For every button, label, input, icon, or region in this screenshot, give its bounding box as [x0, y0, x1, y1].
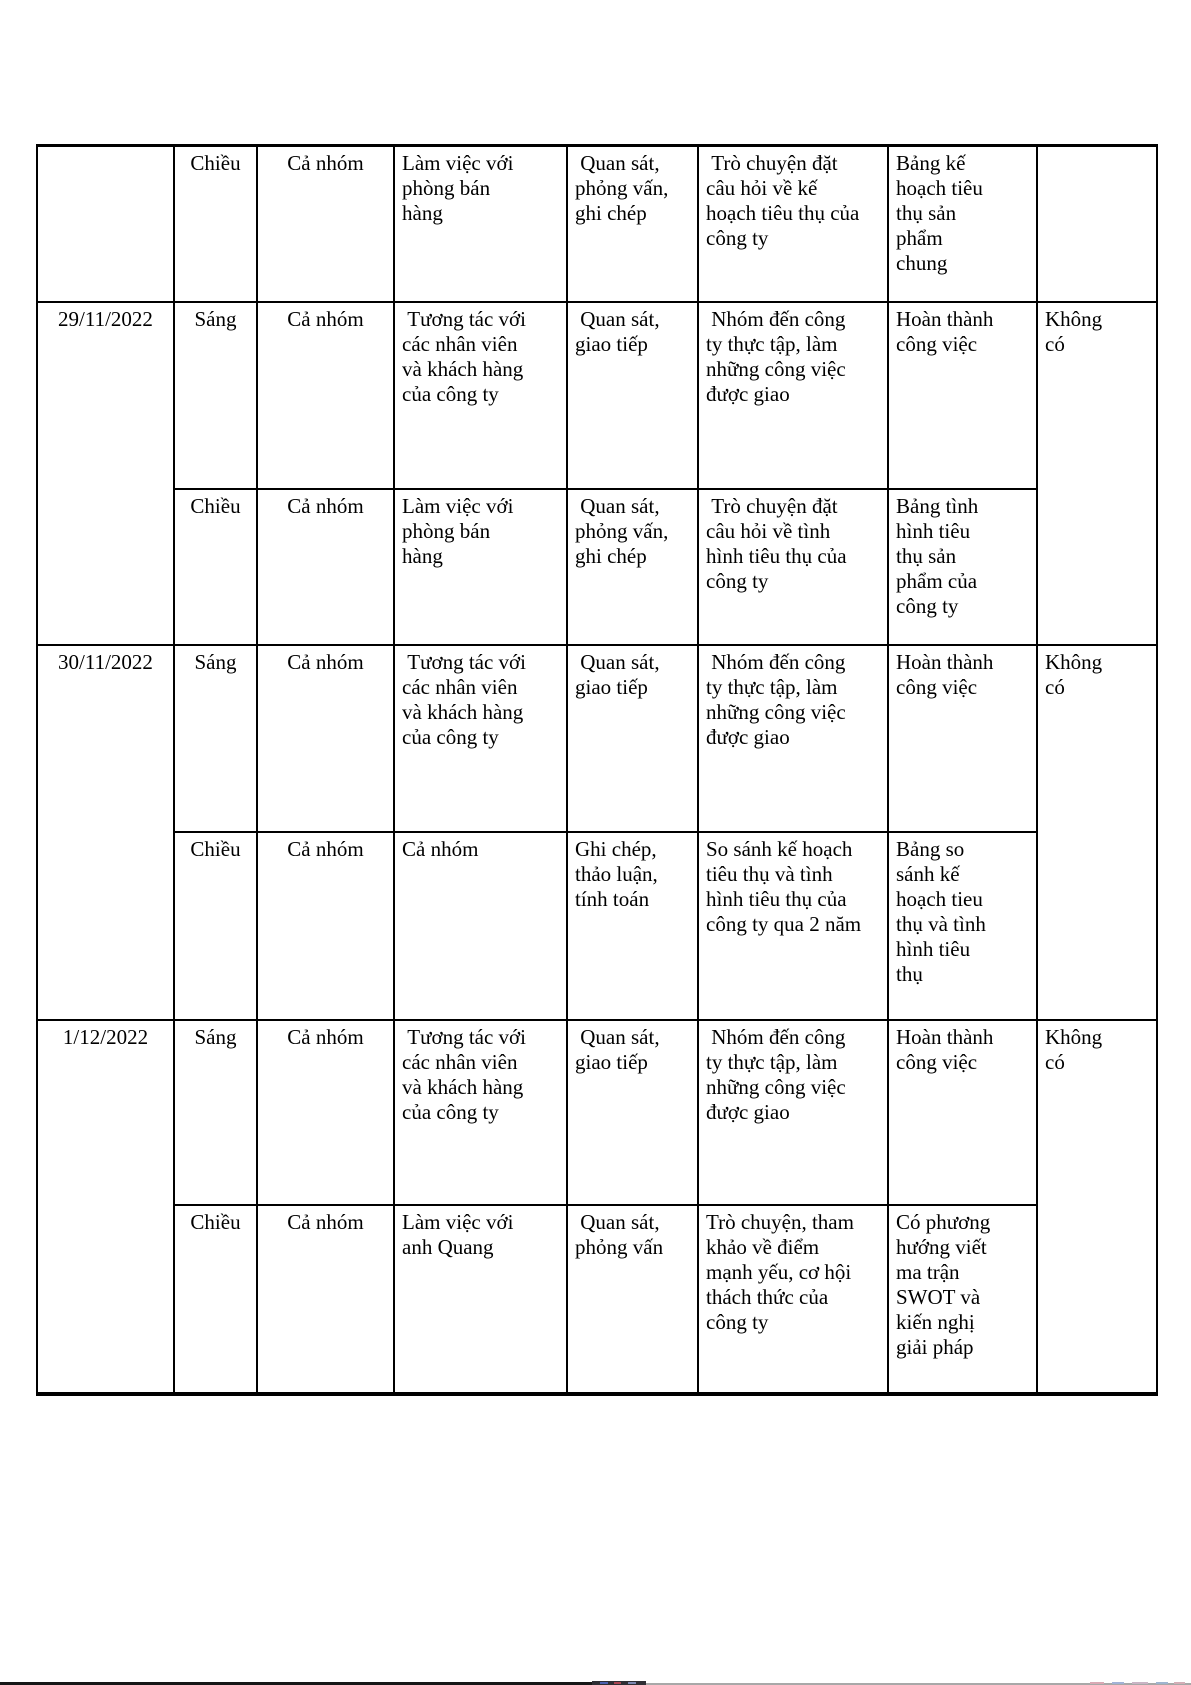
results-cell: Có phương hướng viết ma trận SWOT và kiế… [887, 1203, 1038, 1395]
table-row: Chiều Cả nhóm Cả nhóm Ghi chép, thảo luậ… [37, 830, 1157, 1021]
artifact-speck [628, 1682, 636, 1684]
methods-cell: Quan sát, giao tiếp [566, 1018, 699, 1206]
session-cell: Sáng [173, 1018, 258, 1206]
table-row: Chiều Cả nhóm Làm việc với anh Quang Qua… [37, 1203, 1157, 1395]
results-cell: Hoàn thành công việc [887, 643, 1038, 833]
results-cell: Bảng kế hoạch tiêu thụ sản phẩm chung [887, 144, 1038, 303]
group-cell: Cả nhóm [256, 300, 395, 490]
date-cell: 1/12/2022 [36, 1018, 175, 1395]
session-cell: Chiều [173, 830, 258, 1021]
methods-cell: Quan sát, phỏng vấn [566, 1203, 699, 1395]
date-cell: 30/11/2022 [36, 643, 175, 1021]
group-cell: Cả nhóm [256, 830, 395, 1021]
activity-cell: Tương tác với các nhân viên và khách hàn… [393, 300, 568, 490]
methods-cell: Quan sát, giao tiếp [566, 643, 699, 833]
results-cell: Hoàn thành công việc [887, 300, 1038, 490]
notes-cell: Không có [1036, 643, 1158, 1021]
notes-cell: Không có [1036, 1018, 1158, 1395]
artifact-dash [1174, 1682, 1185, 1684]
content-cell: Trò chuyện, tham khảo về điểm mạnh yếu, … [697, 1203, 889, 1395]
content-cell: Nhóm đến công ty thực tập, làm những côn… [697, 643, 889, 833]
artifact-speck [600, 1682, 608, 1684]
table-row: 29/11/2022 Sáng Cả nhóm Tương tác với cá… [36, 300, 1158, 646]
artifact-gray-line [646, 1683, 1191, 1685]
session-cell: Sáng [173, 300, 258, 490]
results-cell: Bảng tình hình tiêu thụ sản phẩm của côn… [887, 487, 1038, 646]
table-row: Chiều Cả nhóm Làm việc với phòng bán hàn… [36, 144, 1158, 303]
group-cell: Cả nhóm [256, 1018, 395, 1206]
activity-cell: Tương tác với các nhân viên và khách hàn… [393, 643, 568, 833]
results-cell: Hoàn thành công việc [887, 1018, 1038, 1206]
table-row: 30/11/2022 Sáng Cả nhóm Tương tác với cá… [36, 643, 1158, 1021]
session-cell: Chiều [173, 487, 258, 646]
table-row: 1/12/2022 Sáng Cả nhóm Tương tác với các… [36, 1018, 1158, 1395]
results-cell: Bảng so sánh kế hoạch tieu thụ và tình h… [887, 830, 1038, 1021]
group-cell: Cả nhóm [256, 144, 395, 303]
activity-cell: Tương tác với các nhân viên và khách hàn… [393, 1018, 568, 1206]
artifact-dash [1090, 1682, 1104, 1684]
content-cell: Nhóm đến công ty thực tập, làm những côn… [697, 1018, 889, 1206]
internship-diary-table: Chiều Cả nhóm Làm việc với phòng bán hàn… [36, 144, 1158, 1396]
session-cell: Sáng [173, 643, 258, 833]
content-cell: Trò chuyện đặt câu hỏi về tình hình tiêu… [697, 487, 889, 646]
activity-cell: Làm việc với anh Quang [393, 1203, 568, 1395]
methods-cell: Ghi chép, thảo luận, tính toán [566, 830, 699, 1021]
notes-cell: Không có [1036, 300, 1158, 646]
group-cell: Cả nhóm [256, 487, 395, 646]
artifact-speck [614, 1682, 621, 1684]
table-row: Chiều Cả nhóm Làm việc với phòng bán hàn… [37, 487, 1157, 646]
group-cell: Cả nhóm [256, 1203, 395, 1395]
artifact-dash [1132, 1682, 1148, 1684]
content-cell: Trò chuyện đặt câu hỏi về kế hoạch tiêu … [697, 144, 889, 303]
group-cell: Cả nhóm [256, 643, 395, 833]
page-bottom-artifact [0, 1681, 1191, 1685]
session-cell: Chiều [173, 144, 258, 303]
artifact-dash [1156, 1682, 1168, 1684]
session-cell: Chiều [173, 1203, 258, 1395]
date-cell: 29/11/2022 [36, 300, 175, 646]
methods-cell: Quan sát, giao tiếp [566, 300, 699, 490]
content-cell: Nhóm đến công ty thực tập, làm những côn… [697, 300, 889, 490]
methods-cell: Quan sát, phỏng vấn, ghi chép [566, 144, 699, 303]
methods-cell: Quan sát, phỏng vấn, ghi chép [566, 487, 699, 646]
activity-cell: Cả nhóm [393, 830, 568, 1021]
activity-cell: Làm việc với phòng bán hàng [393, 487, 568, 646]
activity-cell: Làm việc với phòng bán hàng [393, 144, 568, 303]
artifact-dark-bar [0, 1682, 592, 1685]
date-cell [36, 144, 175, 303]
content-cell: So sánh kế hoạch tiêu thụ và tình hình t… [697, 830, 889, 1021]
notes-cell [1036, 144, 1158, 303]
artifact-dash [1112, 1682, 1124, 1684]
